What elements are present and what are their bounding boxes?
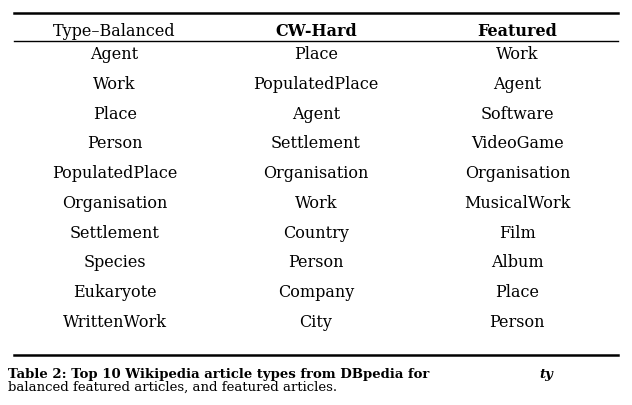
Text: Work: Work bbox=[496, 46, 538, 63]
Text: Species: Species bbox=[83, 254, 146, 271]
Text: Place: Place bbox=[495, 284, 539, 301]
Text: Person: Person bbox=[490, 313, 545, 330]
Text: Person: Person bbox=[288, 254, 344, 271]
Text: PopulatedPlace: PopulatedPlace bbox=[253, 76, 379, 93]
Text: Type–Balanced: Type–Balanced bbox=[53, 23, 176, 40]
Text: Film: Film bbox=[499, 224, 536, 241]
Text: Agent: Agent bbox=[494, 76, 542, 93]
Text: Organisation: Organisation bbox=[264, 165, 368, 182]
Text: Table 2: Top 10 Wikipedia article types from DBpedia for: Table 2: Top 10 Wikipedia article types … bbox=[8, 367, 434, 380]
Text: Settlement: Settlement bbox=[271, 135, 361, 152]
Text: Software: Software bbox=[480, 105, 554, 122]
Text: Agent: Agent bbox=[292, 105, 340, 122]
Text: Place: Place bbox=[93, 105, 137, 122]
Text: Eukaryote: Eukaryote bbox=[73, 284, 157, 301]
Text: City: City bbox=[300, 313, 332, 330]
Text: Work: Work bbox=[295, 194, 337, 211]
Text: WrittenWork: WrittenWork bbox=[63, 313, 167, 330]
Text: Country: Country bbox=[283, 224, 349, 241]
Text: VideoGame: VideoGame bbox=[471, 135, 564, 152]
Text: MusicalWork: MusicalWork bbox=[464, 194, 571, 211]
Text: Album: Album bbox=[491, 254, 544, 271]
Text: Agent: Agent bbox=[90, 46, 138, 63]
Text: Work: Work bbox=[94, 76, 136, 93]
Text: Place: Place bbox=[294, 46, 338, 63]
Text: Company: Company bbox=[278, 284, 354, 301]
Text: ty: ty bbox=[539, 367, 553, 380]
Text: CW-Hard: CW-Hard bbox=[275, 23, 357, 40]
Text: Organisation: Organisation bbox=[465, 165, 570, 182]
Text: Featured: Featured bbox=[477, 23, 557, 40]
Text: Person: Person bbox=[87, 135, 142, 152]
Text: Settlement: Settlement bbox=[70, 224, 160, 241]
Text: balanced featured articles, and featured articles.: balanced featured articles, and featured… bbox=[8, 380, 337, 393]
Text: PopulatedPlace: PopulatedPlace bbox=[52, 165, 178, 182]
Text: Organisation: Organisation bbox=[62, 194, 167, 211]
